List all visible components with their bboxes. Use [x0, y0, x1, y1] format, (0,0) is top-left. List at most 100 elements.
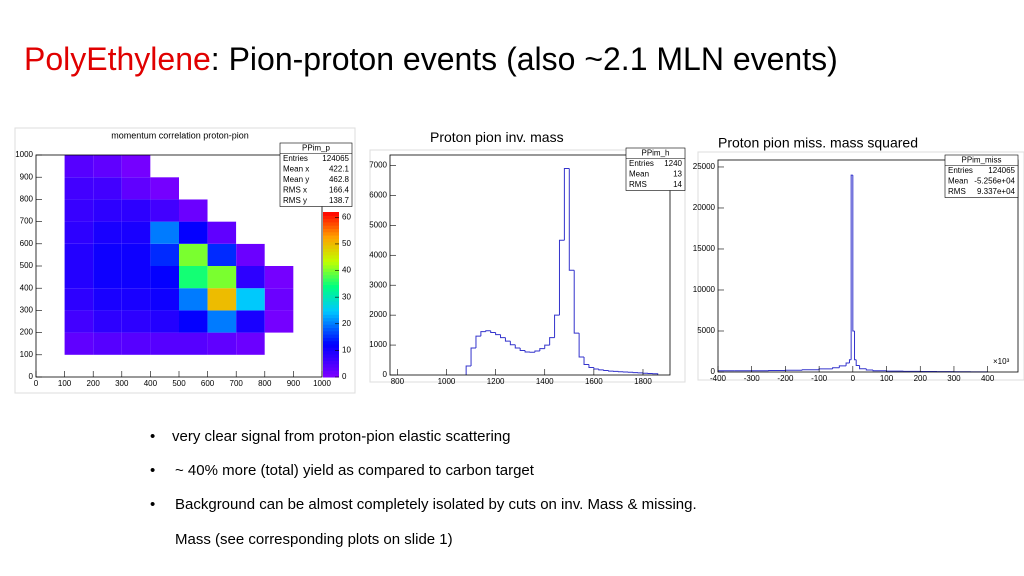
heat-cell — [236, 243, 265, 266]
heat-cell — [121, 155, 151, 178]
heat-cell — [207, 155, 237, 178]
y-tick-label: 5000 — [369, 220, 387, 229]
stats-label: Mean y — [283, 175, 309, 184]
histogram-bin — [539, 348, 545, 352]
heat-cell — [121, 221, 151, 244]
y-tick-label: 0 — [29, 372, 34, 381]
heat-cell — [264, 288, 294, 311]
heat-cell — [236, 354, 265, 377]
heat-cell — [121, 288, 151, 311]
x-tick-label: 1000 — [313, 379, 331, 388]
heat-cell — [36, 199, 65, 222]
palette-step — [323, 304, 339, 309]
heat-cell — [121, 266, 151, 289]
palette-step — [323, 337, 339, 342]
palette-step — [323, 311, 339, 315]
histogram-bin — [558, 239, 565, 316]
heat-cell — [293, 288, 322, 311]
stats-value: -5.256e+04 — [974, 177, 1015, 186]
heat-cell — [264, 354, 294, 377]
caption: Proton pion miss. mass squared — [718, 135, 918, 151]
stats-value: 462.8 — [329, 175, 350, 184]
y-tick-label: 5000 — [697, 326, 715, 335]
x-tick-label: 100 — [880, 374, 894, 383]
palette-tick-label: 40 — [342, 266, 351, 275]
histogram-bin — [598, 369, 604, 371]
palette-step — [323, 340, 339, 345]
palette-step — [323, 274, 339, 279]
heat-cell — [293, 310, 322, 333]
heat-cell — [36, 221, 65, 244]
palette-step — [323, 261, 339, 266]
heat-cell — [64, 310, 94, 333]
histogram-bin — [554, 314, 560, 338]
histogram-bin — [865, 368, 874, 371]
heat-cell — [121, 243, 151, 266]
x-tick-label: -200 — [777, 374, 794, 383]
heat-cell — [293, 332, 322, 355]
y-tick-label: 500 — [20, 261, 34, 270]
x-tick-label: -300 — [744, 374, 761, 383]
histogram-bin — [859, 365, 867, 370]
x-tick-label: 800 — [258, 379, 272, 388]
histogram-bin — [519, 348, 526, 351]
x-tick-label: 500 — [172, 379, 186, 388]
y-tick-label: 1000 — [369, 340, 387, 349]
histogram-bin — [495, 332, 501, 336]
y-tick-label: 0 — [383, 370, 388, 379]
stats-value: 166.4 — [329, 186, 350, 195]
bullet: very clear signal from proton-pion elast… — [172, 428, 510, 445]
x-tick-label: 300 — [115, 379, 129, 388]
histogram-bin — [608, 370, 614, 372]
heat-cell — [179, 332, 208, 355]
palette-step — [323, 291, 339, 295]
x-tick-label: 1200 — [487, 377, 505, 386]
stats-value: 124065 — [988, 166, 1015, 175]
histogram-bin — [485, 330, 491, 332]
heat-cell — [264, 243, 294, 266]
stats-label: Mean — [629, 170, 649, 179]
y-tick-label: 2000 — [369, 310, 387, 319]
slide-title: PolyEthylene: Pion-proton events (also ~… — [24, 41, 838, 77]
heat-cell — [36, 332, 65, 355]
palette-step — [323, 212, 339, 216]
bullet: ~ 40% more (total) yield as compared to … — [175, 462, 535, 479]
stats-label: Mean — [948, 177, 968, 186]
heat-cell — [179, 354, 208, 377]
stats-label: RMS x — [283, 186, 307, 195]
histogram-bin — [850, 174, 853, 360]
palette-step — [323, 241, 339, 246]
bullet: Background can be almost completely isol… — [175, 496, 697, 513]
palette-step — [323, 278, 339, 282]
stats-value: 9.337e+04 — [977, 187, 1016, 196]
heat-cell — [293, 354, 322, 377]
palette-step — [323, 344, 339, 348]
stats-box — [944, 154, 1019, 198]
palette-step — [323, 248, 339, 253]
heat-cell — [207, 310, 237, 333]
title-highlight: PolyEthylene — [24, 41, 211, 77]
heat-cell — [93, 243, 122, 266]
palette-tick-label: 10 — [342, 345, 351, 354]
y-tick-label: 400 — [20, 283, 34, 292]
histogram-bin — [578, 333, 585, 358]
heat-cell — [207, 199, 237, 222]
y-tick-label: 600 — [20, 239, 34, 248]
heat-cell — [236, 177, 265, 200]
stats-label: Mean x — [283, 165, 309, 174]
heat-cell — [64, 155, 94, 178]
heat-cell — [36, 177, 65, 200]
heat-cell — [207, 354, 237, 377]
heat-cell — [36, 354, 65, 377]
histogram-bin — [848, 359, 852, 363]
stats-name: PPim_miss — [961, 156, 1001, 165]
palette-step — [323, 373, 339, 378]
histogram-bin — [652, 373, 659, 375]
stats-label: Entries — [629, 159, 654, 168]
palette-tick-label: 60 — [342, 212, 351, 221]
heat-cell — [264, 266, 294, 289]
palette-step — [323, 218, 339, 223]
histogram-bin — [544, 344, 550, 349]
y-tick-label: 800 — [20, 195, 34, 204]
heat-cell — [236, 199, 265, 222]
